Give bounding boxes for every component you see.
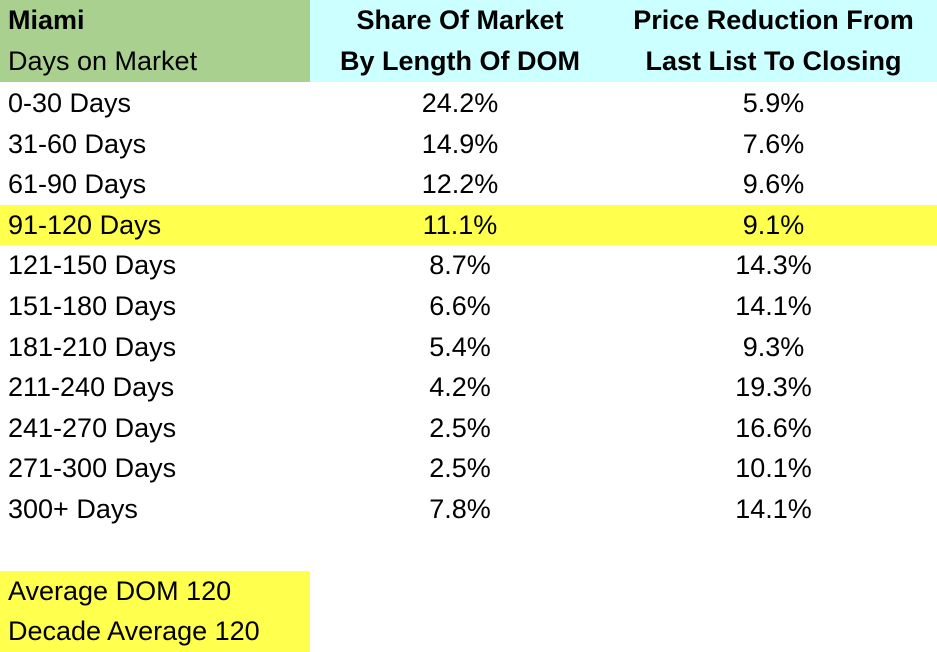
averages-box: Average DOM 120 Decade Average 120 (0, 571, 310, 652)
row-share: 12.2% (421, 169, 499, 200)
decade-average: Decade Average 120 (8, 616, 260, 646)
row-reduction: 14.1% (735, 291, 812, 321)
row-reduction: 7.6% (742, 128, 805, 159)
table-row: 61-90 Days 12.2% 9.6% (0, 164, 937, 204)
row-share: 2.5% (429, 412, 491, 443)
row-share: 7.8% (429, 494, 491, 524)
table-row: 181-210 Days 5.4% 9.3% (0, 327, 937, 367)
table-row: 271-300 Days 2.5% 10.1% (0, 448, 937, 488)
row-share: 2.5% (429, 453, 491, 484)
row-label: 61-90 Days (8, 169, 147, 200)
table-row: 121-150 Days 8.7% 14.3% (0, 245, 937, 285)
row-share: 8.7% (429, 250, 491, 281)
row-reduction: 9.3% (742, 331, 805, 362)
row-label: 300+ Days (8, 494, 138, 524)
city-title: Miami (8, 5, 85, 35)
header-city-cell: Miami Days on Market (0, 0, 310, 82)
average-dom: Average DOM 120 (8, 576, 232, 606)
header-reduction-cell: Price Reduction From Last List To Closin… (610, 0, 937, 82)
row-share: 11.1% (422, 209, 498, 240)
row-reduction: 9.1% (742, 209, 805, 240)
days-on-market-header: Days on Market (8, 46, 198, 76)
row-share: 4.2% (429, 372, 491, 403)
table-row: 211-240 Days 4.2% 19.3% (0, 367, 937, 407)
row-reduction: 5.9% (742, 88, 805, 118)
table-row: 151-180 Days 6.6% 14.1% (0, 286, 937, 326)
row-label: 271-300 Days (8, 453, 177, 484)
reduction-header-line1: Price Reduction From (633, 5, 914, 35)
row-label: 91-120 Days (8, 209, 162, 240)
table-header: Miami Days on Market Share Of Market By … (0, 0, 937, 82)
row-label: 151-180 Days (8, 291, 177, 321)
row-reduction: 16.6% (735, 412, 812, 443)
table-row-highlighted: 91-120 Days 11.1% 9.1% (0, 204, 937, 245)
header-share-cell: Share Of Market By Length Of DOM (310, 0, 610, 82)
row-share: 14.9% (421, 128, 499, 159)
table-row: 241-270 Days 2.5% 16.6% (0, 408, 937, 448)
row-reduction: 9.6% (742, 169, 805, 200)
row-label: 181-210 Days (8, 331, 177, 362)
share-header-line1: Share Of Market (356, 5, 564, 35)
row-reduction: 10.1% (735, 453, 812, 484)
row-reduction: 19.3% (735, 372, 812, 403)
row-label: 0-30 Days (8, 88, 132, 118)
row-label: 241-270 Days (8, 412, 177, 443)
reduction-header-line2: Last List To Closing (645, 46, 902, 76)
share-header-line2: By Length Of DOM (340, 46, 580, 76)
row-label: 31-60 Days (8, 128, 147, 159)
row-label: 211-240 Days (8, 372, 175, 403)
table-row: 31-60 Days 14.9% 7.6% (0, 124, 937, 164)
table-row: 300+ Days 7.8% 14.1% (0, 489, 937, 529)
row-reduction: 14.1% (735, 494, 812, 524)
row-reduction: 14.3% (735, 250, 812, 281)
row-label: 121-150 Days (8, 250, 177, 281)
row-share: 24.2% (421, 88, 499, 118)
row-share: 5.4% (429, 331, 491, 362)
table-row: 0-30 Days 24.2% 5.9% (0, 83, 937, 123)
row-share: 6.6% (429, 291, 491, 321)
